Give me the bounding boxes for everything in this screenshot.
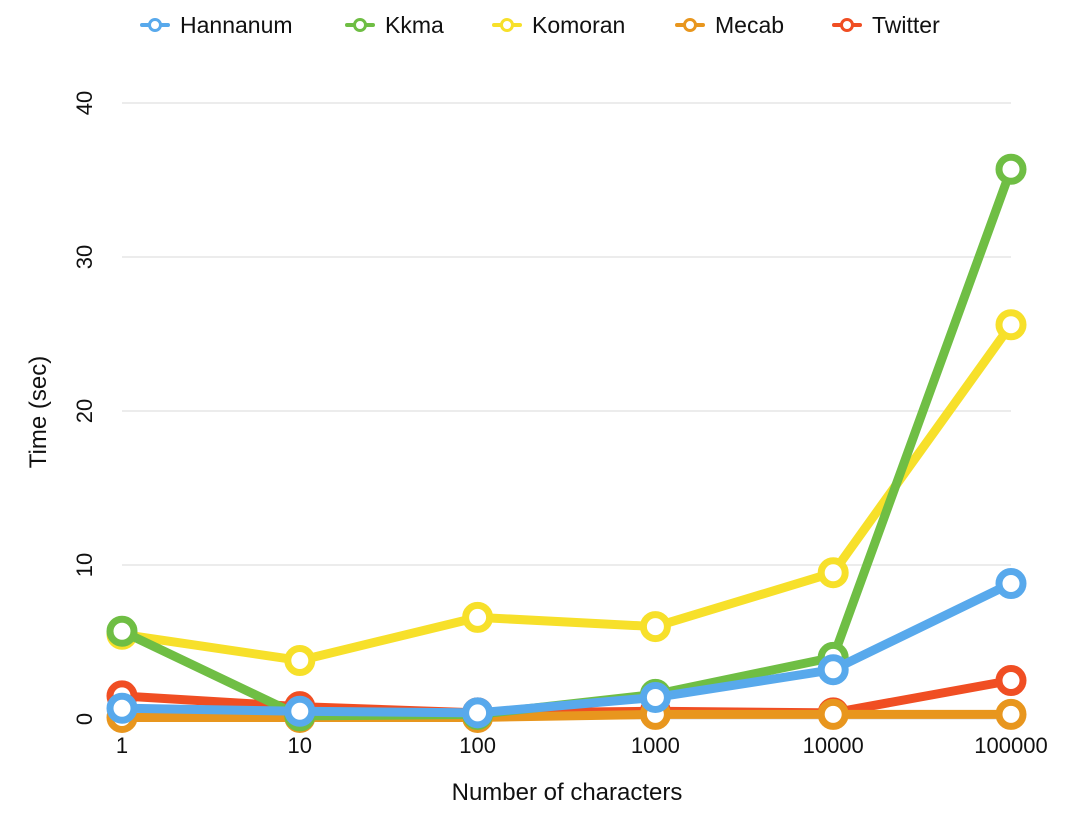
- legend-item-hannanum: Hannanum: [140, 8, 293, 42]
- y-tick-label-40: 40: [72, 91, 97, 115]
- x-tick-label-1000: 1000: [631, 733, 680, 758]
- x-axis-title: Number of characters: [452, 779, 683, 806]
- legend-swatch-mecab: [675, 15, 705, 35]
- data-point-hannanum-1000: [639, 681, 671, 713]
- series-hannanum: [106, 567, 1027, 729]
- legend-label-hannanum: Hannanum: [180, 11, 293, 38]
- x-tick-label-10: 10: [288, 733, 312, 758]
- legend-item-kkma: Kkma: [345, 8, 444, 42]
- legend-label-komoran: Komoran: [532, 11, 626, 38]
- x-tick-label-100000: 100000: [974, 733, 1047, 758]
- data-point-komoran-1000: [639, 611, 671, 643]
- legend-item-mecab: Mecab: [675, 8, 784, 42]
- y-axis-ticks: 0 10 20 30 40: [72, 91, 97, 725]
- legend-label-mecab: Mecab: [715, 11, 785, 38]
- y-tick-label-30: 30: [72, 245, 97, 269]
- y-axis-title: Time (sec): [25, 356, 52, 468]
- y-tick-label-0: 0: [72, 713, 97, 725]
- data-point-komoran-10000: [817, 557, 849, 589]
- chart-legend: Hannanum Kkma Komoran Mecab Twitter: [0, 8, 1072, 42]
- legend-label-kkma: Kkma: [385, 11, 444, 38]
- series-line-mecab: [117, 709, 1016, 722]
- legend-swatch-hannanum: [140, 15, 170, 35]
- legend-swatch-twitter: [832, 15, 862, 35]
- series-layer: [106, 153, 1027, 733]
- legend-item-twitter: Twitter: [832, 8, 940, 42]
- data-point-kkma-100000: [995, 153, 1027, 185]
- data-point-hannanum-100: [462, 697, 494, 729]
- grid-lines: [122, 102, 1011, 720]
- data-point-twitter-100000: [995, 665, 1027, 696]
- legend-item-komoran: Komoran: [492, 8, 625, 42]
- series-line-kkma: [117, 164, 1016, 721]
- legend-label-twitter: Twitter: [872, 11, 940, 38]
- data-point-hannanum-100000: [995, 567, 1027, 599]
- data-point-hannanum-10000: [817, 654, 849, 686]
- series-line-komoran: [117, 320, 1016, 665]
- x-axis-ticks: 1 10 100 1000 10000 100000: [116, 733, 1048, 758]
- y-tick-label-10: 10: [72, 553, 97, 577]
- x-tick-label-100: 100: [459, 733, 496, 758]
- data-point-komoran-10: [284, 644, 316, 676]
- data-point-hannanum-1: [106, 692, 138, 724]
- data-point-mecab-100000: [995, 698, 1027, 730]
- legend-swatch-komoran: [492, 15, 522, 35]
- data-point-komoran-100: [462, 601, 494, 633]
- series-line-hannanum: [117, 578, 1016, 718]
- data-point-komoran-100000: [995, 309, 1027, 341]
- legend-swatch-kkma: [345, 15, 375, 35]
- y-tick-label-20: 20: [72, 399, 97, 423]
- x-tick-label-1: 1: [116, 733, 128, 758]
- data-point-kkma-1: [106, 615, 138, 647]
- x-tick-label-10000: 10000: [803, 733, 864, 758]
- data-point-mecab-10000: [817, 698, 849, 730]
- series-komoran: [106, 309, 1027, 676]
- data-point-hannanum-10: [284, 695, 316, 727]
